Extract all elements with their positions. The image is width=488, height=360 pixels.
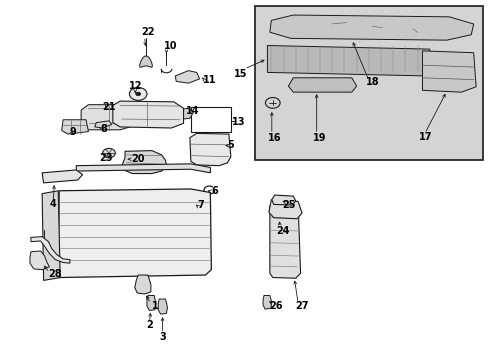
Bar <box>283 209 289 212</box>
Polygon shape <box>135 275 151 294</box>
Circle shape <box>136 92 141 96</box>
Text: 8: 8 <box>101 124 107 134</box>
Circle shape <box>129 87 147 100</box>
Text: 19: 19 <box>313 133 326 143</box>
Polygon shape <box>81 105 135 130</box>
Polygon shape <box>175 71 199 83</box>
Polygon shape <box>58 189 211 278</box>
Polygon shape <box>42 191 60 280</box>
Text: 16: 16 <box>267 133 281 143</box>
Text: 2: 2 <box>146 320 152 330</box>
Text: 4: 4 <box>50 199 57 210</box>
Bar <box>255 6 483 160</box>
Polygon shape <box>113 101 183 128</box>
Polygon shape <box>189 134 230 166</box>
Polygon shape <box>170 108 193 120</box>
Polygon shape <box>263 296 271 309</box>
Text: 6: 6 <box>210 186 217 197</box>
Text: 13: 13 <box>231 117 245 127</box>
Text: 20: 20 <box>131 154 144 164</box>
Text: 26: 26 <box>269 301 283 311</box>
Text: 27: 27 <box>295 301 308 311</box>
Bar <box>288 198 293 203</box>
Text: 22: 22 <box>142 27 155 37</box>
Polygon shape <box>201 200 205 206</box>
Text: 17: 17 <box>418 132 432 142</box>
Polygon shape <box>271 195 295 205</box>
Text: 3: 3 <box>159 332 165 342</box>
Text: 12: 12 <box>128 81 142 91</box>
Polygon shape <box>268 200 302 219</box>
Polygon shape <box>288 78 356 92</box>
Bar <box>276 203 282 207</box>
Circle shape <box>194 201 201 206</box>
Polygon shape <box>267 45 429 76</box>
Polygon shape <box>122 150 166 174</box>
Polygon shape <box>61 120 88 134</box>
Text: 11: 11 <box>202 75 216 85</box>
Polygon shape <box>422 51 475 92</box>
Polygon shape <box>140 56 152 67</box>
Circle shape <box>136 155 148 163</box>
Text: 7: 7 <box>197 200 203 210</box>
Bar <box>283 203 289 207</box>
Text: 15: 15 <box>233 69 247 79</box>
Text: 18: 18 <box>365 77 378 87</box>
Bar <box>282 198 287 203</box>
Polygon shape <box>190 197 197 201</box>
Text: 10: 10 <box>163 41 177 50</box>
Bar <box>276 198 281 203</box>
Polygon shape <box>269 202 300 278</box>
Polygon shape <box>76 164 210 173</box>
Text: 24: 24 <box>275 226 289 236</box>
Circle shape <box>102 148 115 158</box>
Bar <box>276 209 282 212</box>
Text: 9: 9 <box>69 127 76 137</box>
Text: 28: 28 <box>48 269 62 279</box>
Text: 5: 5 <box>227 140 234 150</box>
Polygon shape <box>31 237 70 263</box>
Text: 1: 1 <box>152 301 159 311</box>
Text: 14: 14 <box>185 106 199 116</box>
Polygon shape <box>95 121 112 128</box>
Bar <box>190 107 230 132</box>
Polygon shape <box>42 170 82 183</box>
Polygon shape <box>30 251 49 270</box>
Text: 25: 25 <box>282 200 296 210</box>
Polygon shape <box>269 15 473 40</box>
Polygon shape <box>147 296 156 311</box>
Polygon shape <box>190 206 197 210</box>
Text: 23: 23 <box>99 153 112 163</box>
Text: 21: 21 <box>102 102 116 112</box>
Polygon shape <box>158 299 167 314</box>
